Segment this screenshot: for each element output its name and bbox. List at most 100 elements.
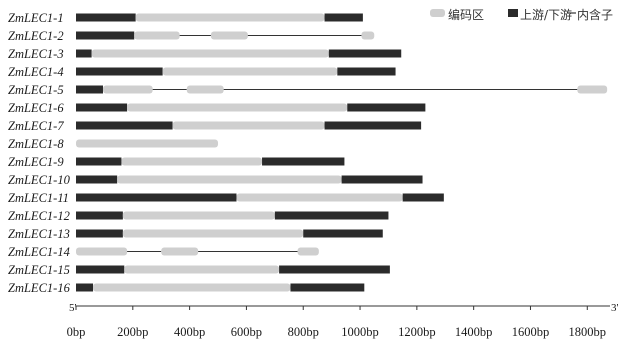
legend-cds-label: 编码区: [448, 7, 484, 22]
utr-segment: [76, 211, 123, 220]
axis-end-label: 3': [611, 302, 618, 314]
gene-label: ZmLEC1-4: [8, 65, 64, 79]
axis-tick-label: 1200bp: [398, 325, 436, 339]
cds-segment: [91, 49, 329, 58]
legend-cds-swatch: [430, 9, 445, 17]
gene-label: ZmLEC1-1: [8, 11, 64, 25]
utr-segment: [76, 31, 135, 40]
gene-label: ZmLEC1-2: [8, 29, 64, 43]
utr-segment: [303, 229, 383, 238]
utr-segment: [76, 265, 125, 274]
cds-segment: [76, 139, 219, 148]
cds-segment: [361, 31, 375, 40]
gene-row: ZmLEC1-2: [8, 29, 375, 43]
utr-segment: [76, 229, 123, 238]
utr-segment: [279, 265, 390, 274]
utr-segment: [402, 193, 444, 202]
utr-segment: [324, 121, 422, 130]
cds-segment: [93, 283, 291, 292]
gene-row: ZmLEC1-15: [8, 263, 390, 277]
utr-segment: [337, 67, 396, 76]
gene-row: ZmLEC1-3: [8, 47, 402, 61]
gene-row: ZmLEC1-12: [8, 209, 389, 223]
legend-intron-label: 内含子: [577, 7, 613, 22]
gene-row: ZmLEC1-5: [8, 83, 608, 97]
axis-tick-label: 1800bp: [569, 325, 607, 339]
gene-label: ZmLEC1-9: [8, 155, 64, 169]
cds-segment: [210, 31, 248, 40]
cds-segment: [161, 247, 199, 256]
gene-row: ZmLEC1-1: [8, 11, 363, 25]
gene-label: ZmLEC1-8: [8, 137, 64, 151]
cds-segment: [76, 247, 128, 256]
cds-segment: [186, 85, 224, 94]
cds-segment: [172, 121, 325, 130]
cds-segment: [162, 67, 338, 76]
gene-row: ZmLEC1-9: [8, 155, 345, 169]
gene-row: ZmLEC1-8: [8, 137, 219, 151]
cds-segment: [122, 211, 275, 220]
bp-axis: 5' 3' 0bp 200bp 400bp 600bp 800bp 1000bp 1200b…: [67, 302, 618, 339]
cds-segment: [117, 175, 342, 184]
legend-utr-swatch: [508, 9, 518, 17]
cds-segment: [134, 31, 180, 40]
gene-label: ZmLEC1-7: [8, 119, 64, 133]
axis-ticks: 0bp 200bp 400bp 600bp 800bp 1000bp 1200bp 1400b…: [67, 306, 606, 339]
gene-label: ZmLEC1-14: [8, 245, 70, 259]
cds-segment: [127, 103, 348, 112]
gene-label: ZmLEC1-11: [8, 191, 69, 205]
cds-segment: [121, 157, 263, 166]
cds-segment: [135, 13, 325, 22]
utr-segment: [76, 13, 136, 22]
utr-segment: [290, 283, 365, 292]
gene-row: ZmLEC1-7: [8, 119, 422, 133]
utr-segment: [76, 103, 128, 112]
gene-label: ZmLEC1-15: [8, 263, 70, 277]
gene-row: ZmLEC1-14: [8, 245, 319, 259]
gene-rows: ZmLEC1-1 ZmLEC1-2 ZmLEC1-3 ZmLEC1-4 ZmLEC1-5…: [8, 11, 608, 295]
gene-row: ZmLEC1-11: [8, 191, 444, 205]
axis-tick-label: 1400bp: [455, 325, 493, 339]
axis-tick-label: 1600bp: [512, 325, 550, 339]
axis-tick-label: 400bp: [174, 325, 205, 339]
gene-row: ZmLEC1-13: [8, 227, 383, 241]
cds-segment: [297, 247, 319, 256]
gene-label: ZmLEC1-16: [8, 281, 71, 295]
gene-label: ZmLEC1-5: [8, 83, 64, 97]
gene-label: ZmLEC1-3: [8, 47, 64, 61]
gene-label: ZmLEC1-12: [8, 209, 70, 223]
axis-tick-label: 800bp: [288, 325, 319, 339]
utr-segment: [76, 49, 92, 58]
utr-segment: [76, 283, 94, 292]
axis-tick-label: 600bp: [231, 325, 262, 339]
legend: 编码区 上游/下游 内含子: [430, 7, 613, 22]
gene-label: ZmLEC1-13: [8, 227, 70, 241]
axis-tick-label: 200bp: [117, 325, 148, 339]
cds-segment: [124, 265, 280, 274]
legend-utr-label: 上游/下游: [520, 8, 572, 22]
gene-label: ZmLEC1-10: [8, 173, 71, 187]
axis-tick-label: 1000bp: [341, 325, 379, 339]
gene-row: ZmLEC1-6: [8, 101, 426, 115]
utr-segment: [347, 103, 426, 112]
utr-segment: [76, 85, 103, 94]
gene-row: ZmLEC1-16: [8, 281, 365, 295]
cds-segment: [122, 229, 304, 238]
gene-row: ZmLEC1-4: [8, 65, 396, 79]
utr-segment: [76, 67, 163, 76]
cds-segment: [102, 85, 153, 94]
utr-segment: [76, 121, 173, 130]
cds-segment: [236, 193, 403, 202]
axis-start-label: 5': [69, 302, 77, 314]
utr-segment: [76, 193, 237, 202]
utr-segment: [76, 157, 122, 166]
utr-segment: [328, 49, 402, 58]
cds-segment: [577, 85, 608, 94]
gene-row: ZmLEC1-10: [8, 173, 423, 187]
utr-segment: [274, 211, 389, 220]
utr-segment: [76, 175, 118, 184]
utr-segment: [324, 13, 363, 22]
axis-tick-label: 0bp: [67, 325, 86, 339]
utr-segment: [341, 175, 423, 184]
